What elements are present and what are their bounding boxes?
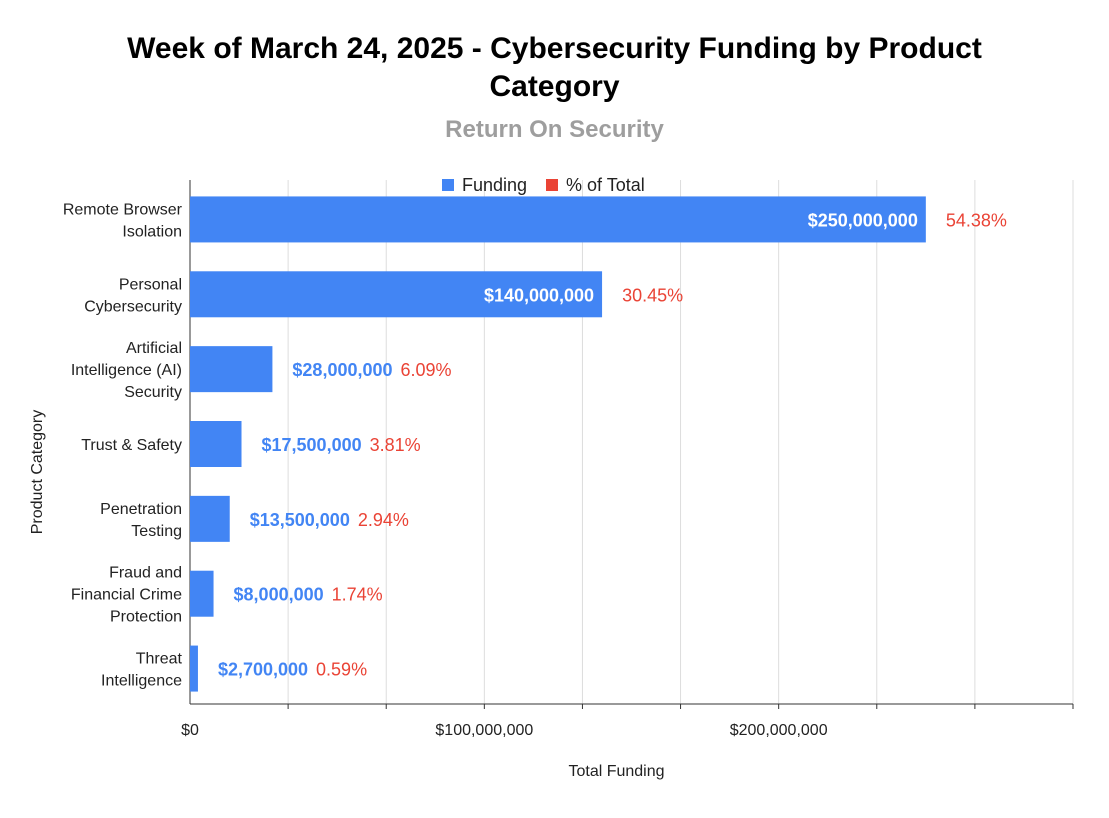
category-label: Testing [131,523,182,540]
x-tick-label: $0 [181,722,199,739]
category-label: Personal [119,276,182,293]
category-label: Intelligence [101,673,182,690]
category-label: Threat [136,651,183,668]
percent-label: 0.59% [316,660,367,680]
legend-label: % of Total [566,175,645,195]
bar [190,196,926,243]
category-label: Cybersecurity [84,298,182,315]
value-label: $28,000,000 [292,360,392,380]
x-tick-label: $100,000,000 [435,722,533,739]
category-label: Artificial [126,340,182,357]
category-label: Penetration [100,501,182,518]
bar [190,570,214,617]
value-label: $17,500,000 [262,435,362,455]
bar [190,645,198,692]
value-label: $250,000,000 [808,210,918,230]
category-label: Security [124,384,182,401]
category-label: Trust & Safety [81,437,182,454]
chart-title: Week of March 24, 2025 - Cybersecurity F… [0,30,1109,106]
legend-swatch [442,179,454,191]
category-label: Fraud and [109,565,182,582]
x-tick-label: $200,000,000 [730,722,828,739]
percent-label: 3.81% [370,435,421,455]
bar [190,271,603,318]
value-label: $2,700,000 [218,660,308,680]
chart-title-line-1: Week of March 24, 2025 - Cybersecurity F… [127,32,982,65]
value-label: $140,000,000 [484,285,594,305]
percent-label: 30.45% [622,285,683,305]
category-label: Financial Crime [71,587,182,604]
percent-label: 2.94% [358,510,409,530]
percent-label: 54.38% [946,210,1007,230]
category-label: Isolation [122,223,182,240]
bar [190,495,230,542]
category-label: Intelligence (AI) [71,362,182,379]
y-axis-title: Product Category [29,410,46,535]
category-label: Protection [110,609,182,626]
chart-title-line-2: Category [489,70,620,103]
chart-subtitle: Return On Security [445,116,664,143]
percent-label: 1.74% [332,585,383,605]
legend-swatch [546,179,558,191]
bar [190,421,242,467]
value-label: $13,500,000 [250,510,350,530]
value-label: $8,000,000 [234,585,324,605]
bar [190,346,273,393]
legend-label: Funding [462,175,527,195]
x-axis-title: Total Funding [568,763,664,780]
percent-label: 6.09% [401,360,452,380]
category-label: Remote Browser [63,201,183,218]
